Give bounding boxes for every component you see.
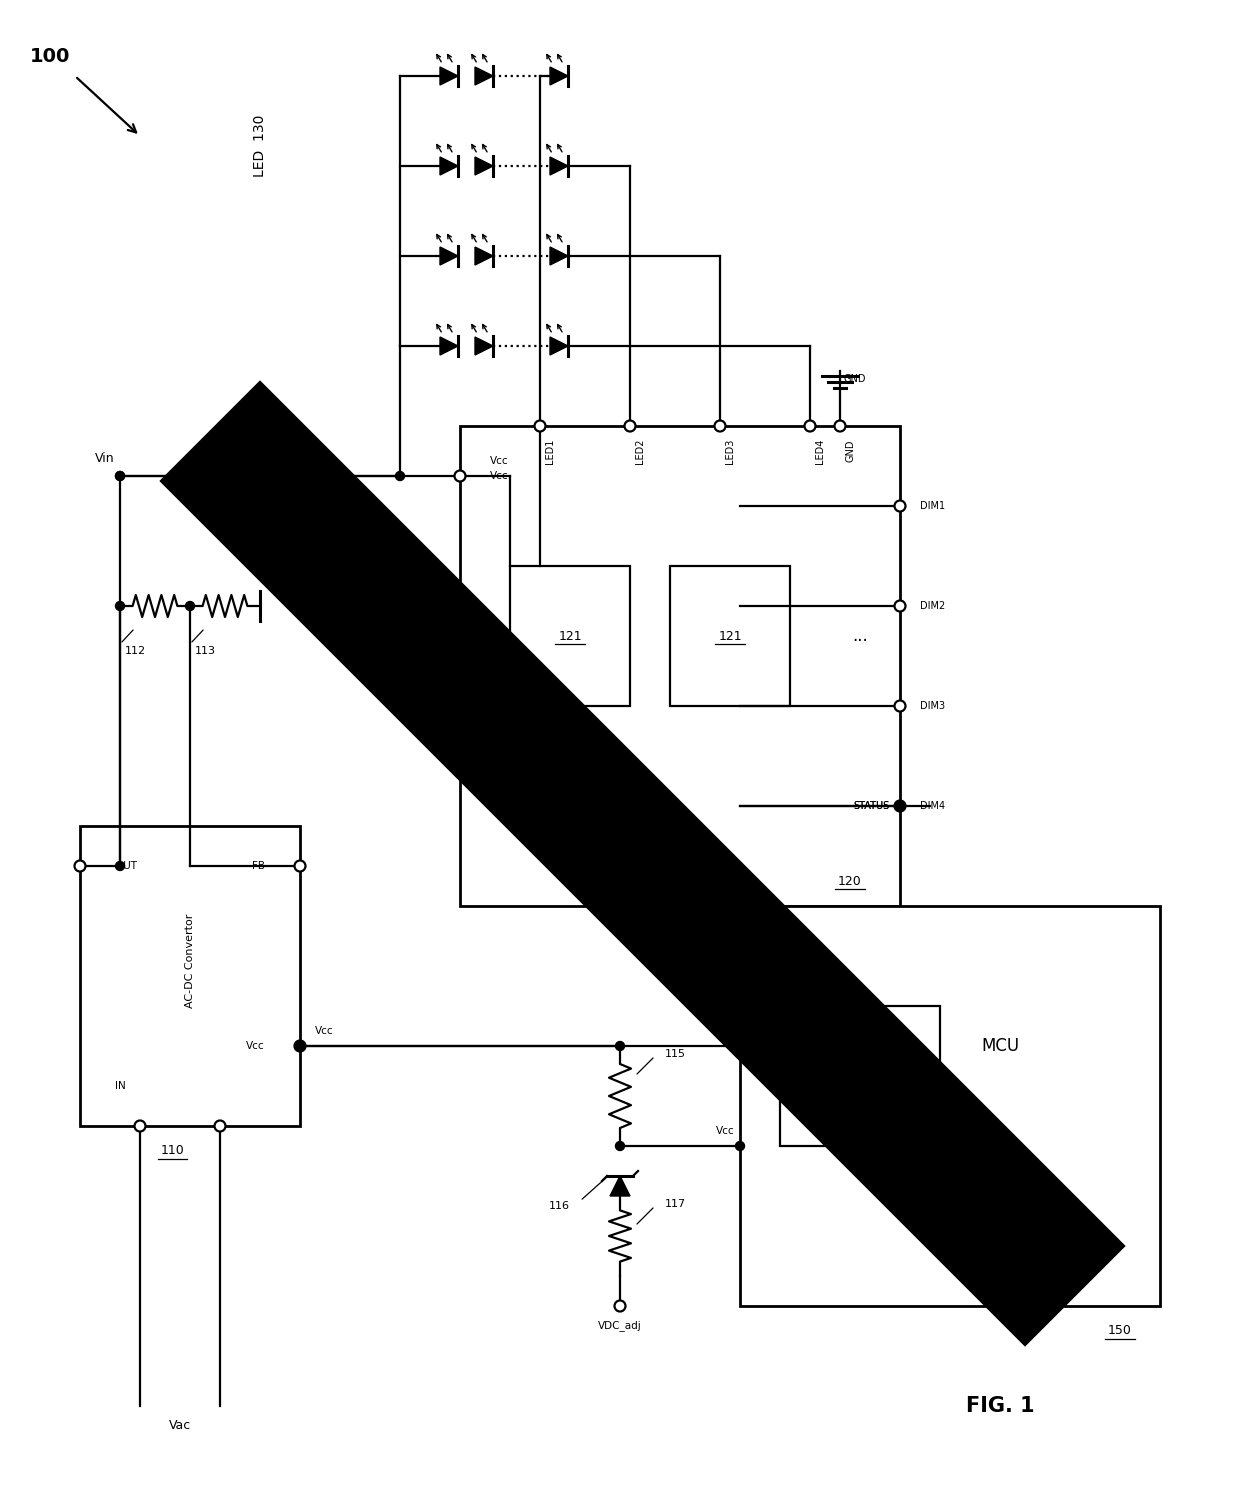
Text: LED  130: LED 130 [253, 114, 267, 178]
Circle shape [625, 420, 635, 432]
Circle shape [894, 700, 905, 711]
Polygon shape [475, 247, 494, 265]
Text: LED2: LED2 [635, 438, 645, 464]
Text: 113: 113 [195, 646, 216, 657]
Text: 121: 121 [718, 630, 742, 643]
Text: GND: GND [843, 373, 866, 384]
Text: LED4: LED4 [815, 438, 825, 464]
Polygon shape [475, 337, 494, 355]
Circle shape [894, 500, 905, 512]
Text: STATUS: STATUS [854, 801, 890, 812]
Bar [460, 426, 900, 907]
Text: DIM2: DIM2 [920, 601, 945, 611]
Text: DIM4: DIM4 [920, 801, 945, 812]
Circle shape [894, 601, 905, 611]
Text: OUT: OUT [115, 861, 136, 870]
Bar [740, 907, 1159, 1306]
Circle shape [74, 860, 86, 872]
Text: IN: IN [115, 1081, 125, 1090]
Text: Vcc: Vcc [490, 471, 508, 480]
Polygon shape [551, 66, 568, 84]
Text: Cin: Cin [285, 489, 303, 498]
Text: LED3: LED3 [725, 438, 735, 464]
Text: 150: 150 [1109, 1324, 1132, 1337]
Circle shape [115, 601, 124, 610]
Bar [81, 825, 300, 1126]
Polygon shape [440, 157, 458, 175]
Text: DIM1: DIM1 [920, 501, 945, 511]
Text: 112: 112 [125, 646, 146, 657]
Circle shape [295, 1042, 305, 1051]
Text: ...: ... [852, 626, 868, 645]
Circle shape [735, 1142, 744, 1151]
Circle shape [714, 420, 725, 432]
Polygon shape [551, 157, 568, 175]
Circle shape [255, 471, 264, 480]
Text: Vin: Vin [95, 452, 115, 464]
Polygon shape [551, 247, 568, 265]
Polygon shape [610, 1176, 630, 1196]
Text: FIG. 1: FIG. 1 [966, 1396, 1034, 1416]
Polygon shape [551, 337, 568, 355]
Text: STATUS: STATUS [854, 801, 890, 812]
Circle shape [295, 860, 305, 872]
Circle shape [455, 470, 465, 482]
Text: MCU: MCU [981, 1038, 1019, 1056]
Text: 152: 152 [848, 1069, 872, 1083]
Text: 115: 115 [665, 1050, 686, 1059]
Circle shape [115, 861, 124, 870]
Circle shape [615, 1301, 625, 1312]
Circle shape [295, 1041, 305, 1051]
Text: Vcc: Vcc [315, 1026, 334, 1036]
Text: GND: GND [844, 440, 856, 462]
Circle shape [615, 1042, 625, 1051]
Text: 100: 100 [30, 47, 71, 65]
Text: LED1: LED1 [546, 438, 556, 464]
Text: Vcc: Vcc [717, 1126, 735, 1136]
Circle shape [534, 420, 546, 432]
Text: 120: 120 [838, 875, 862, 887]
Circle shape [895, 801, 904, 810]
Circle shape [835, 420, 846, 432]
Text: VDC_adj: VDC_adj [598, 1321, 642, 1331]
Circle shape [115, 471, 124, 480]
Text: 110: 110 [160, 1145, 185, 1158]
Polygon shape [475, 157, 494, 175]
Text: FB: FB [252, 861, 265, 870]
Circle shape [894, 801, 905, 812]
Text: Vcc: Vcc [717, 980, 735, 991]
Polygon shape [475, 66, 494, 84]
Bar [510, 566, 630, 706]
Circle shape [215, 1120, 226, 1131]
Polygon shape [440, 337, 458, 355]
Circle shape [615, 1142, 625, 1151]
Circle shape [115, 471, 124, 480]
Circle shape [186, 601, 195, 610]
Polygon shape [440, 66, 458, 84]
Text: Vcc: Vcc [247, 1041, 265, 1051]
Text: 116: 116 [549, 1200, 570, 1211]
Text: 117: 117 [665, 1199, 686, 1209]
Circle shape [134, 1120, 145, 1131]
Bar [670, 566, 790, 706]
Circle shape [396, 471, 404, 480]
Text: Vcc: Vcc [490, 456, 508, 465]
Circle shape [805, 420, 816, 432]
Text: AC-DC Convertor: AC-DC Convertor [185, 914, 195, 1008]
Bar [780, 1006, 940, 1146]
Text: Vac: Vac [169, 1420, 191, 1432]
Text: DIM3: DIM3 [920, 700, 945, 711]
Polygon shape [440, 247, 458, 265]
Text: 121: 121 [558, 630, 582, 643]
